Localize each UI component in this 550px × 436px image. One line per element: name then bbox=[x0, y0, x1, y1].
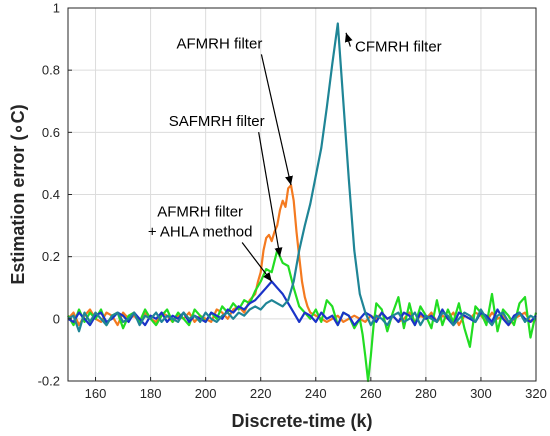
annotation-label: SAFMRH filter bbox=[169, 113, 265, 130]
series-line-cfmrh-filter bbox=[67, 22, 537, 333]
x-tick-label: 200 bbox=[195, 386, 217, 401]
x-tick-label: 180 bbox=[140, 386, 162, 401]
annotation-label: AFMRH filter bbox=[157, 203, 243, 220]
x-tick-label: 320 bbox=[525, 386, 547, 401]
y-tick-label: 1 bbox=[53, 1, 60, 16]
annotation-arrow bbox=[258, 132, 283, 257]
series-line-afmrh-filter-ahla-method bbox=[67, 280, 537, 327]
annotation-label: + AHLA method bbox=[148, 223, 253, 240]
x-tick-label: 160 bbox=[85, 386, 107, 401]
series-line-safmrh-filter bbox=[67, 249, 538, 383]
y-axis-title: Estimation error (∘C) bbox=[8, 104, 28, 284]
x-tick-label: 240 bbox=[305, 386, 327, 401]
x-tick-label: 280 bbox=[415, 386, 437, 401]
annotation-arrow bbox=[260, 54, 293, 186]
data-series bbox=[67, 22, 538, 383]
x-tick-label: 260 bbox=[360, 386, 382, 401]
y-tick-label: 0.4 bbox=[42, 187, 60, 202]
axis-ticks: 160 180 200 220 240 260 280 300 320 -0.2 0 0.2 0.4 0.… bbox=[38, 1, 547, 402]
x-axis-title: Discrete-time (k) bbox=[231, 411, 372, 431]
y-tick-label: -0.2 bbox=[38, 374, 60, 389]
grid-lines bbox=[68, 7, 537, 382]
annotation-label: CFMRH filter bbox=[355, 39, 442, 56]
annotation-label: AFMRH filter bbox=[176, 35, 262, 52]
x-tick-label: 220 bbox=[250, 386, 272, 401]
annotations: CFMRH filter AFMRH filter SAFMRH filter AFM… bbox=[148, 32, 442, 282]
series-line-afmrh-filter bbox=[67, 184, 537, 327]
y-tick-label: 0.2 bbox=[42, 249, 60, 264]
y-tick-label: 0.8 bbox=[42, 63, 60, 78]
y-tick-label: 0.6 bbox=[42, 125, 60, 140]
y-tick-label: 0 bbox=[53, 311, 60, 326]
annotation-arrow bbox=[344, 32, 353, 47]
annotation-arrow bbox=[241, 242, 273, 282]
x-tick-label: 300 bbox=[470, 386, 492, 401]
